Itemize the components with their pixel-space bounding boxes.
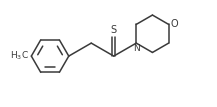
Text: O: O	[171, 19, 178, 29]
Text: N: N	[133, 44, 140, 53]
Text: S: S	[111, 25, 117, 35]
Text: H$_3$C: H$_3$C	[10, 50, 29, 62]
